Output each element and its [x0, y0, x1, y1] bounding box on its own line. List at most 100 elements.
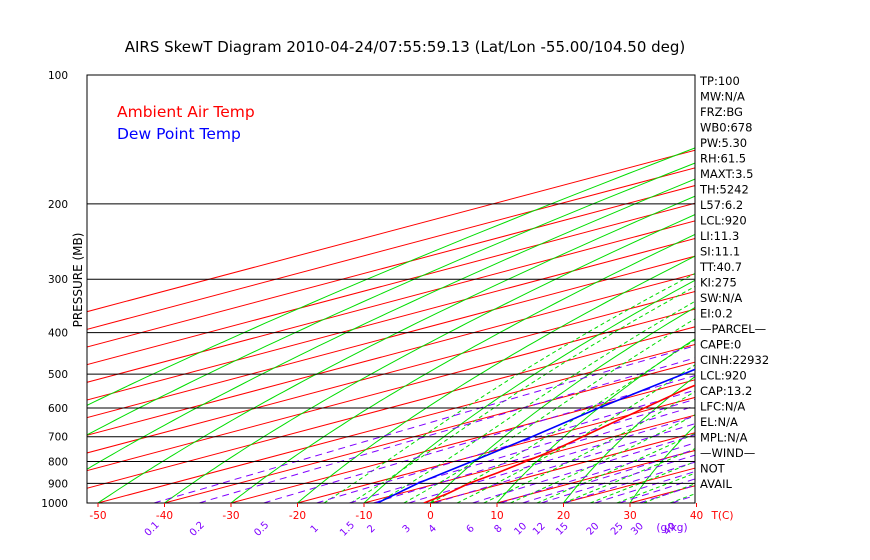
mixing-ratio-line [153, 345, 695, 503]
isotherm-line [164, 361, 695, 503]
mixing-ratio-label: 1 [309, 523, 321, 535]
dry-adiabat-line [87, 178, 695, 470]
index-entry: MPL:N/A [700, 431, 748, 445]
pressure-tick-label: 500 [48, 369, 68, 381]
mixing-ratio-label: 15 [554, 521, 571, 538]
bottom-temp-tick-label: -50 [89, 510, 106, 522]
chart-title: AIRS SkewT Diagram 2010-04-24/07:55:59.1… [125, 38, 686, 56]
bottom-temp-tick-label: 0 [427, 510, 434, 522]
dry-adiabat-line [97, 195, 695, 503]
index-entry: WB0:678 [700, 121, 752, 135]
pressure-tick-label: 300 [48, 274, 68, 286]
index-entry: LCL:920 [700, 369, 747, 383]
index-entry: TH:5242 [699, 183, 749, 197]
isotherm-line [97, 343, 695, 503]
isotherm-line [430, 432, 695, 503]
mixing-ratio-label: 4 [427, 523, 439, 535]
index-entry: TT:40.7 [699, 260, 742, 274]
moist-adiabat-line [483, 390, 695, 503]
index-entry: LI:11.3 [700, 229, 739, 243]
index-entry: SW:N/A [700, 291, 742, 305]
dry-adiabat-line [230, 233, 695, 503]
moist-adiabat-line [510, 414, 695, 503]
pressure-tick-label: 800 [48, 457, 68, 469]
dry-adiabat-line [562, 375, 695, 503]
pressure-tick-label: 100 [48, 70, 68, 82]
index-entry: EL:N/A [700, 415, 738, 429]
moist-adiabat-line [456, 364, 695, 503]
plot-border [86, 74, 696, 504]
moist-adiabat-line [589, 461, 695, 503]
dry-adiabat-line [759, 75, 870, 512]
index-entry: FRZ:BG [700, 105, 743, 119]
isotherm-line [87, 185, 695, 348]
isotherm-line [87, 202, 695, 366]
pressure-tick-label: 200 [48, 199, 68, 211]
isotherm-line [496, 449, 695, 503]
index-entry: PW:5.30 [700, 136, 747, 150]
moist-adiabat-line [563, 448, 695, 503]
isotherm-line [297, 396, 695, 503]
mixing-ratio-label: 0.5 [252, 520, 271, 539]
index-entry: RH:61.5 [700, 152, 746, 166]
index-entry: L57:6.2 [700, 198, 743, 212]
moist-adiabat-line [377, 300, 695, 503]
dry-adiabat-line [87, 162, 695, 436]
isotherm-line [87, 273, 695, 436]
mixing-ratio-label: 3 [401, 523, 413, 535]
pressure-tick-label: 1000 [41, 498, 68, 510]
isotherm-line [87, 238, 695, 401]
isotherm-line [87, 308, 695, 472]
isotherm-line [87, 149, 695, 313]
index-entry: LFC:N/A [700, 400, 745, 414]
isotherm-line [87, 220, 695, 383]
isotherm-line [763, 75, 870, 503]
mixing-ratio-label: 2 [366, 523, 378, 535]
pressure-tick-label: 600 [48, 403, 68, 415]
index-entry: CAP:13.2 [700, 384, 752, 398]
dewpoint-profile [376, 368, 695, 503]
mixing-ratio-label: 30 [629, 521, 646, 538]
bottom-temp-tick-label: -20 [289, 510, 306, 522]
dry-adiabat-line [429, 306, 695, 503]
legend: Ambient Air Temp Dew Point Temp [117, 103, 255, 143]
dry-adiabat-line [296, 255, 695, 503]
profile-series [376, 368, 695, 503]
bottom-temp-tick-label: -30 [222, 510, 239, 522]
mixing-ratio-line [349, 398, 695, 503]
index-entry: TP:100 [699, 74, 740, 88]
index-entry: —WIND— [700, 446, 755, 460]
isotherm-line [87, 167, 695, 330]
index-entry: —PARCEL— [700, 322, 766, 336]
moist-adiabat-line [430, 339, 695, 503]
mixing-axis-label: (g/kg) [656, 522, 687, 534]
mixing-ratio-label: 12 [531, 521, 548, 538]
isotherm-line [87, 290, 695, 454]
bottom-temp-tick-label: 10 [490, 510, 503, 522]
dry-adiabat-line [827, 75, 870, 512]
index-entry: CAPE:0 [700, 338, 741, 352]
mixing-ratio-label: 0.1 [143, 520, 162, 539]
index-entry: SI:11.1 [700, 245, 740, 259]
mixing-ratio-label: 0.2 [188, 520, 207, 539]
index-entry: EI:0.2 [700, 307, 733, 321]
mixing-ratio-line [472, 434, 695, 503]
bottom-temp-tick-label: 40 [690, 510, 703, 522]
temperature-profile [423, 384, 695, 503]
index-entry: NOT [700, 462, 726, 476]
y-axis-label: PRESSURE (MB) [71, 233, 85, 328]
moist-adiabat-line [350, 285, 695, 503]
index-entry: MW:N/A [700, 90, 745, 104]
dry-adiabat-line [87, 147, 695, 406]
moist-adiabat-line [403, 318, 695, 503]
pressure-tick-label: 900 [48, 478, 68, 490]
bottom-temp-tick-label: 20 [557, 510, 570, 522]
index-entry: CINH:22932 [700, 353, 769, 367]
isotherm-line [87, 326, 695, 489]
bottom-temp-tick-label: -10 [355, 510, 372, 522]
mixing-ratio-label: 20 [585, 521, 602, 538]
mixing-ratio-label: 1.5 [338, 520, 357, 539]
mixing-ratio-line [408, 415, 695, 503]
mixing-ratio-label: 6 [465, 523, 477, 535]
